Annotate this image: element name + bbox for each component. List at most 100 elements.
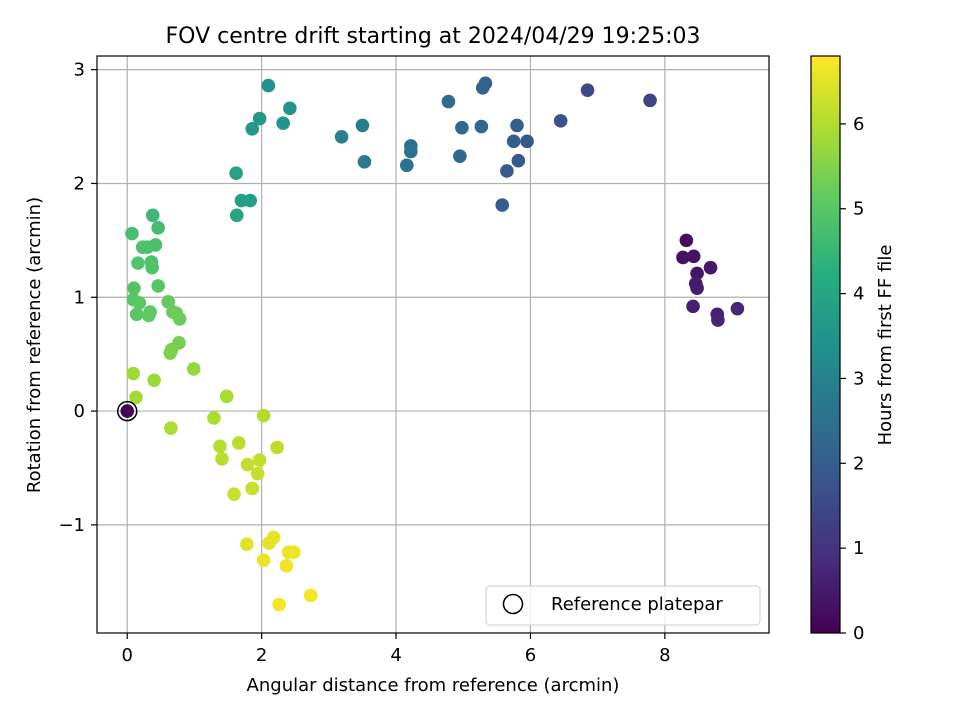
reference-marker-group [116, 400, 138, 422]
data-point [132, 296, 147, 310]
data-point [303, 588, 318, 603]
x-tick-label: 6 [525, 645, 536, 666]
data-point [125, 226, 139, 241]
y-tick-label: 2 [74, 173, 85, 194]
colorbar-tick-label: 2 [853, 453, 864, 474]
plot-frame [96, 55, 770, 634]
colorbar-tick-label: 5 [853, 199, 864, 220]
data-point [229, 208, 244, 223]
data-point [126, 366, 141, 381]
colorbar-tick-label: 6 [853, 114, 864, 135]
data-point [441, 94, 456, 109]
data-point [127, 281, 141, 295]
data-point [145, 208, 160, 223]
data-point [711, 313, 725, 327]
data-point [213, 439, 227, 454]
data-point [231, 436, 246, 450]
data-point [229, 166, 243, 181]
data-point [164, 421, 178, 435]
data-point [161, 295, 176, 309]
x-tick-label: 4 [390, 645, 401, 666]
data-point [215, 452, 229, 466]
y-axis-label: Rotation from reference (arcmin) [24, 197, 45, 493]
data-point [252, 111, 267, 126]
data-point [510, 118, 524, 133]
y-tick-label: −1 [58, 515, 85, 536]
data-point [686, 249, 701, 264]
data-point [219, 389, 234, 404]
data-point [240, 537, 254, 552]
data-point [455, 120, 469, 135]
data-point [135, 240, 150, 254]
x-axis-label: Angular distance from reference (arcmin) [247, 675, 620, 696]
colorbar-tick-label: 1 [853, 538, 864, 559]
data-point [511, 153, 526, 168]
data-point [283, 101, 297, 116]
data-point [262, 536, 276, 550]
data-point [690, 281, 704, 295]
data-point [151, 279, 165, 293]
colorbar-gradient [810, 55, 841, 634]
data-point [404, 144, 418, 159]
grid [97, 56, 769, 633]
y-tick-label: 0 [74, 401, 85, 422]
data-point [131, 256, 145, 270]
legend-entry-reference-platepar: Reference platepar [551, 594, 723, 615]
colorbar-tick-label: 0 [853, 623, 864, 644]
y-tick-label: 1 [74, 287, 85, 308]
x-tick-label: 8 [659, 645, 670, 666]
data-point [679, 233, 694, 248]
data-point [580, 83, 595, 97]
data-point [227, 487, 241, 501]
reference-point [120, 404, 135, 418]
x-tick-label: 2 [256, 645, 267, 666]
data-point [276, 116, 290, 130]
reference-ring-icon [116, 400, 138, 422]
data-point [272, 597, 286, 612]
data-point [240, 457, 255, 472]
data-point [500, 164, 514, 178]
data-point [256, 553, 271, 567]
data-point [147, 373, 161, 388]
data-point [686, 299, 700, 314]
data-point [474, 119, 489, 134]
data-point [256, 408, 271, 423]
data-point [399, 158, 414, 173]
data-point [145, 260, 159, 275]
data-point [245, 122, 260, 136]
data-point [553, 114, 568, 128]
data-point [453, 149, 467, 163]
data-point [163, 346, 178, 360]
data-point [520, 134, 534, 149]
data-point [207, 411, 221, 425]
data-point [690, 266, 704, 281]
data-point [357, 155, 372, 169]
x-tick-label: 0 [122, 645, 133, 666]
y-tick-label: 3 [74, 60, 85, 81]
colorbar-ticks: 0 1 2 3 4 5 6 [840, 114, 864, 644]
data-point [475, 81, 490, 95]
data-point [234, 193, 249, 208]
legend-marker-icon [502, 593, 524, 615]
colorbar-tick-label: 4 [853, 284, 864, 305]
data-point [250, 466, 265, 481]
data-point [151, 221, 165, 235]
data-point [261, 78, 276, 93]
data-point [186, 362, 201, 376]
legend-box [485, 585, 761, 626]
data-point [355, 118, 370, 133]
data-point [129, 307, 144, 322]
data-point [279, 559, 294, 573]
data-point [703, 260, 718, 275]
x-axis-ticks: 0 2 4 6 8 [122, 633, 671, 666]
data-points [125, 76, 745, 612]
colorbar: 0 1 2 3 4 5 6 Hours from first FF file [810, 55, 896, 644]
legend: Reference platepar [485, 585, 761, 626]
data-point [169, 306, 184, 321]
chart-title: FOV centre drift starting at 2024/04/29 … [166, 24, 701, 49]
data-point [506, 134, 521, 149]
colorbar-tick-label: 3 [853, 368, 864, 389]
data-point [730, 301, 745, 316]
data-point [643, 93, 657, 108]
